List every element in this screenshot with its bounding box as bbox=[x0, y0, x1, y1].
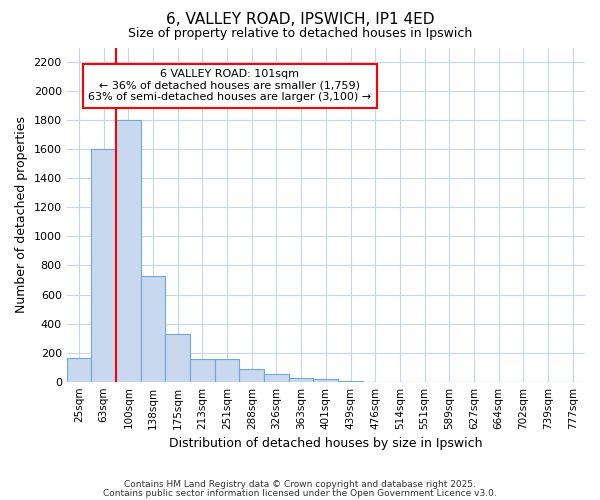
Bar bbox=[264, 374, 289, 382]
Bar bbox=[190, 359, 215, 382]
Bar bbox=[215, 359, 239, 382]
Text: 6 VALLEY ROAD: 101sqm
← 36% of detached houses are smaller (1,759)
63% of semi-d: 6 VALLEY ROAD: 101sqm ← 36% of detached … bbox=[88, 69, 371, 102]
Text: Contains public sector information licensed under the Open Government Licence v3: Contains public sector information licen… bbox=[103, 488, 497, 498]
Bar bbox=[239, 370, 264, 382]
Bar bbox=[91, 149, 116, 382]
Text: Size of property relative to detached houses in Ipswich: Size of property relative to detached ho… bbox=[128, 28, 472, 40]
Text: 6, VALLEY ROAD, IPSWICH, IP1 4ED: 6, VALLEY ROAD, IPSWICH, IP1 4ED bbox=[166, 12, 434, 28]
Y-axis label: Number of detached properties: Number of detached properties bbox=[15, 116, 28, 313]
Bar bbox=[313, 379, 338, 382]
Bar bbox=[141, 276, 166, 382]
Bar bbox=[289, 378, 313, 382]
Text: Contains HM Land Registry data © Crown copyright and database right 2025.: Contains HM Land Registry data © Crown c… bbox=[124, 480, 476, 489]
Bar bbox=[338, 381, 363, 382]
X-axis label: Distribution of detached houses by size in Ipswich: Distribution of detached houses by size … bbox=[169, 437, 482, 450]
Bar bbox=[67, 358, 91, 382]
Bar bbox=[166, 334, 190, 382]
Bar bbox=[116, 120, 141, 382]
